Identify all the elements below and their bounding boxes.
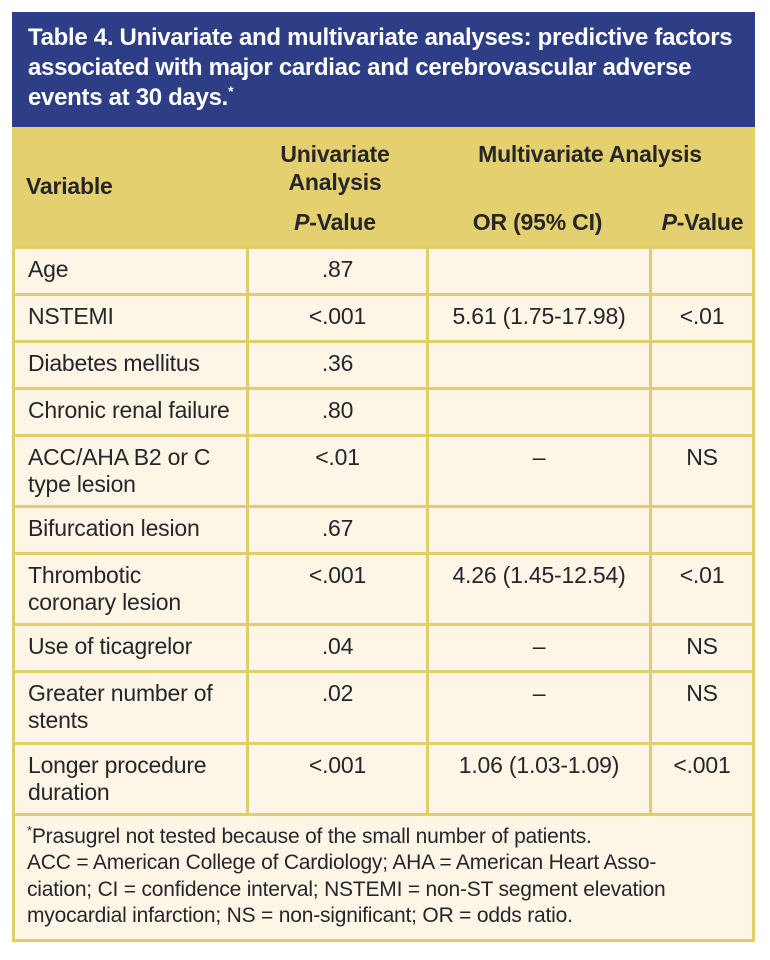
table-footnote: *Prasugrel not tested because of the sma…: [12, 812, 755, 942]
cell-multivariate-p-value: [649, 389, 752, 434]
footnote-line: *Prasugrel not tested because of the sma…: [27, 822, 592, 848]
table-row: Longer procedure duration <.001 1.06 (1.…: [15, 741, 752, 813]
footnote-asterisk: *: [27, 822, 32, 838]
table-title-bar: Table 4. Univariate and multivariate ana…: [12, 12, 755, 127]
footnote-line: myocardial infarction; NS = non-signific…: [27, 904, 573, 928]
cell-or-95ci: [426, 508, 649, 553]
header-or-95ci: OR (95% CI): [472, 208, 603, 235]
table-row: NSTEMI <.001 5.61 (1.75-17.98) <.01: [15, 292, 752, 340]
table-row: Bifurcation lesion .67: [15, 505, 752, 553]
header-univariate-p-value: P-Value: [294, 208, 376, 235]
cell-variable: NSTEMI: [28, 302, 114, 329]
footnote-lines: *Prasugrel not tested because of the sma…: [27, 823, 740, 930]
cell-multivariate-p-value: <.001: [649, 744, 752, 813]
footnote-line: ACC = American College of Cardiology; AH…: [27, 851, 657, 875]
cell-variable: Chronic renal failure: [28, 396, 230, 423]
table-row: Chronic renal failure .80: [15, 386, 752, 434]
cell-or-95ci: 1.06 (1.03-1.09): [426, 744, 649, 813]
cell-multivariate-p-value: [649, 342, 752, 387]
table-row: ACC/AHA B2 or C type lesion <.01 – NS: [15, 433, 752, 506]
cell-or-95ci: –: [426, 673, 649, 742]
cell-or-95ci: –: [426, 626, 649, 671]
table-title-asterisk: *: [228, 83, 234, 100]
table-row: Thrombotic coronary lesion <.001 4.26 (1…: [15, 552, 752, 624]
cell-variable: ACC/AHA B2 or C type lesion: [28, 443, 211, 497]
table-header: Variable Univariate Analysis Multivariat…: [12, 126, 755, 246]
footnote-line: ciation; CI = confidence interval; NSTEM…: [27, 877, 666, 901]
cell-or-95ci: [426, 248, 649, 293]
cell-multivariate-p-value: NS: [649, 626, 752, 671]
table-body: Age .87 NSTEMI <.001 5.61 (1.75-17.98) <…: [12, 245, 755, 813]
cell-variable: Age: [28, 255, 69, 282]
cell-multivariate-p-value: <.01: [649, 555, 752, 624]
cell-variable: Bifurcation lesion: [28, 515, 200, 542]
cell-univariate-p-value: <.01: [246, 436, 426, 506]
cell-multivariate-p-value: [649, 248, 752, 293]
header-multivariate-analysis: Multivariate Analysis: [478, 140, 702, 167]
cell-univariate-p-value: .67: [246, 508, 426, 553]
table4-card: Table 4. Univariate and multivariate ana…: [12, 12, 755, 942]
cell-univariate-p-value: <.001: [246, 555, 426, 624]
cell-or-95ci: [426, 342, 649, 387]
cell-variable: Diabetes mellitus: [28, 349, 200, 376]
cell-or-95ci: [426, 389, 649, 434]
cell-multivariate-p-value: [649, 508, 752, 553]
cell-variable: Thrombotic coronary lesion: [28, 562, 181, 616]
cell-or-95ci: 4.26 (1.45-12.54): [426, 555, 649, 624]
cell-univariate-p-value: .87: [246, 248, 426, 293]
cell-univariate-p-value: .04: [246, 626, 426, 671]
cell-variable: Greater number of stents: [28, 680, 213, 734]
cell-multivariate-p-value: NS: [649, 673, 752, 742]
table-row: Use of ticagrelor .04 – NS: [15, 623, 752, 671]
cell-univariate-p-value: <.001: [246, 295, 426, 340]
table-title: Table 4. Univariate and multivariate ana…: [28, 24, 733, 112]
header-univariate-analysis: Univariate Analysis: [280, 140, 390, 195]
cell-variable: Longer procedure duration: [28, 751, 207, 805]
cell-or-95ci: –: [426, 436, 649, 506]
cell-univariate-p-value: .36: [246, 342, 426, 387]
cell-univariate-p-value: <.001: [246, 744, 426, 813]
table-row: Diabetes mellitus .36: [15, 339, 752, 387]
cell-univariate-p-value: .02: [246, 673, 426, 742]
cell-multivariate-p-value: NS: [649, 436, 752, 506]
cell-univariate-p-value: .80: [246, 389, 426, 434]
cell-multivariate-p-value: <.01: [649, 295, 752, 340]
header-multivariate-p-value: P-Value: [661, 208, 744, 235]
cell-or-95ci: 5.61 (1.75-17.98): [426, 295, 649, 340]
table-row: Age .87: [15, 248, 752, 293]
cell-variable: Use of ticagrelor: [28, 633, 193, 660]
header-variable: Variable: [26, 172, 113, 199]
table-row: Greater number of stents .02 – NS: [15, 670, 752, 742]
